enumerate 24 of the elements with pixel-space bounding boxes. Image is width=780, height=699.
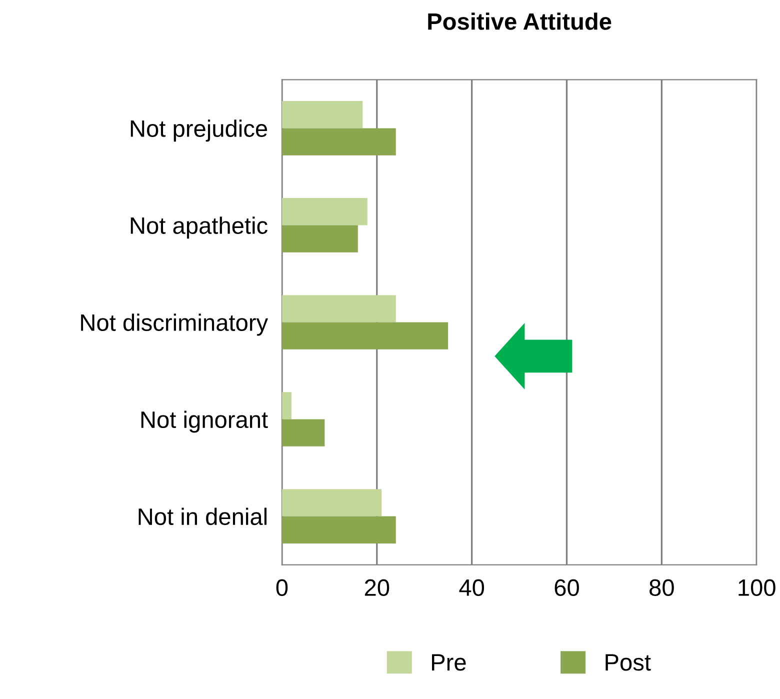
x-tick-label: 100 bbox=[738, 579, 776, 596]
x-tick-label: 80 bbox=[650, 579, 674, 596]
x-tick-label: 0 bbox=[276, 579, 288, 596]
bar bbox=[282, 516, 396, 544]
y-tick-label: Not discriminatory bbox=[81, 314, 268, 336]
y-tick-label: Not ignorant bbox=[141, 410, 268, 433]
legend-label: Post bbox=[606, 654, 651, 671]
bar bbox=[282, 225, 358, 252]
y-tick-label: Not in denial bbox=[138, 508, 267, 526]
y-tick-label: Not prejudice bbox=[130, 120, 268, 142]
chart-title: Positive Attitude bbox=[428, 12, 612, 30]
bar bbox=[282, 198, 368, 226]
bar bbox=[282, 489, 382, 516]
bar bbox=[282, 322, 448, 350]
bar bbox=[282, 392, 292, 420]
bar bbox=[282, 295, 396, 322]
bar bbox=[282, 419, 325, 446]
x-tick-label: 60 bbox=[554, 579, 579, 596]
x-tick-label: 40 bbox=[459, 579, 484, 596]
legend-label: Pre bbox=[432, 654, 466, 671]
bar bbox=[282, 101, 363, 128]
x-tick-label: 20 bbox=[364, 579, 390, 596]
y-tick-label: Not apathetic bbox=[130, 216, 268, 239]
bar bbox=[282, 128, 396, 156]
